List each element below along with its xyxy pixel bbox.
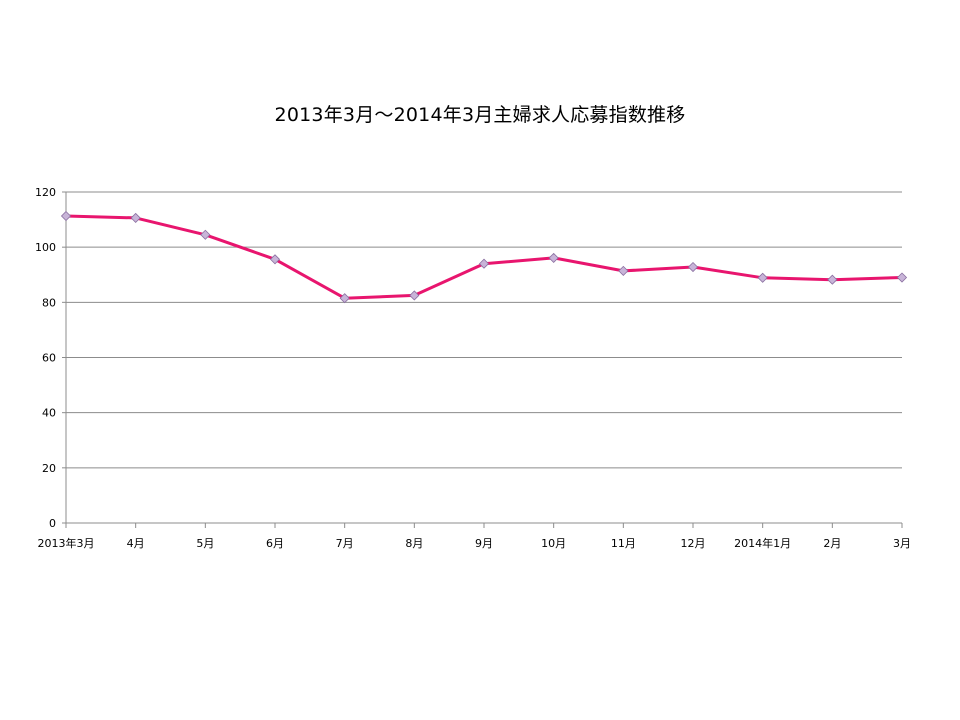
- x-tick-label: 10月: [541, 537, 566, 550]
- x-tick-label: 2013年3月: [38, 536, 95, 550]
- y-tick-label: 100: [35, 241, 56, 254]
- data-point: [827, 274, 838, 285]
- y-tick-label: 120: [35, 186, 56, 199]
- x-tick-label: 11月: [611, 537, 636, 550]
- data-point: [757, 272, 768, 283]
- data-point: [687, 261, 699, 273]
- x-tick-label: 3月: [893, 537, 911, 550]
- data-point: [409, 290, 420, 301]
- data-point: [618, 265, 629, 276]
- data-point: [269, 254, 281, 265]
- data-point: [896, 272, 908, 283]
- y-tick-label: 0: [49, 517, 56, 530]
- data-point: [60, 210, 72, 222]
- y-tick-label: 60: [42, 352, 56, 365]
- gridlines: [66, 191, 902, 469]
- x-tick-label: 12月: [681, 537, 706, 550]
- data-point: [339, 293, 350, 304]
- data-point: [548, 252, 559, 263]
- y-tick-label: 40: [42, 407, 56, 420]
- axes: [62, 191, 903, 528]
- y-tick-label: 80: [42, 296, 56, 309]
- y-tick-label: 20: [42, 462, 56, 475]
- x-tick-label: 5月: [196, 537, 214, 550]
- data-point: [130, 212, 141, 223]
- x-tick-label: 2014年1月: [734, 536, 791, 550]
- x-tick-label: 2月: [823, 537, 841, 550]
- x-tick-label: 6月: [266, 537, 284, 550]
- data-point: [478, 258, 490, 269]
- x-tick-label: 7月: [336, 537, 354, 550]
- data-point: [200, 229, 211, 240]
- chart-title: 2013年3月～2014年3月主婦求人応募指数推移: [274, 104, 686, 126]
- series-line: [65, 214, 903, 300]
- x-tick-label: 8月: [405, 537, 423, 550]
- series: [60, 210, 908, 304]
- x-tick-labels: 2013年3月 4月 5月 6月 7月 8月 9月 10月 11月 12月 2014年1月 2月 3月: [38, 536, 912, 550]
- y-tick-labels: 0 20 40 60 80 100 120: [35, 186, 56, 530]
- x-tick-label: 4月: [127, 537, 145, 550]
- x-tick-label: 9月: [475, 537, 493, 550]
